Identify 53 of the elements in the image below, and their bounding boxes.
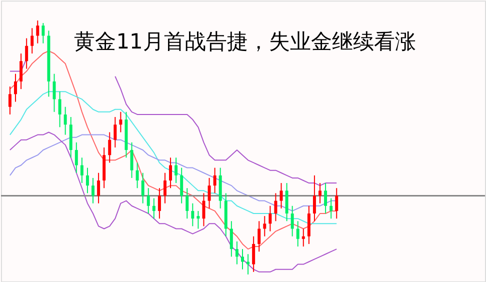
candlestick [20, 53, 23, 90]
candlestick [180, 167, 184, 204]
candlestick [307, 205, 310, 244]
candlestick [230, 220, 233, 258]
chart-title: 黄金11月首战告捷，失业金继续看涨 [74, 29, 416, 54]
candlestick [14, 73, 17, 102]
candlestick [80, 157, 84, 184]
candlestick [58, 91, 62, 128]
candlestick [74, 142, 78, 174]
candlestick [252, 236, 256, 272]
candlestick [263, 216, 266, 237]
candlestick [285, 182, 288, 222]
candlestick [163, 172, 166, 204]
candlestick [174, 157, 178, 184]
candlestick [152, 198, 156, 220]
candlestick [208, 177, 211, 209]
candlestick [202, 192, 206, 227]
candlestick [64, 106, 67, 136]
candlestick [318, 182, 322, 204]
candlestick [146, 188, 150, 214]
candlestick [246, 254, 250, 275]
candlestick [274, 192, 278, 222]
candlestick [302, 228, 305, 248]
candlestick [186, 188, 189, 220]
candlestick [312, 174, 316, 222]
candlestick [213, 167, 216, 194]
candlestick [169, 157, 172, 189]
candlestick [324, 182, 328, 214]
candlestick [25, 38, 28, 70]
candlestick [191, 202, 194, 227]
candlestick [268, 205, 272, 232]
candlestick [36, 20, 40, 44]
candlestick [330, 198, 333, 220]
candlestick [335, 188, 338, 220]
candlestick [119, 111, 122, 133]
candlestick [158, 188, 161, 220]
candlestick [92, 177, 94, 204]
candlestick [136, 162, 139, 189]
candlestick [86, 167, 89, 194]
candlestick [8, 86, 12, 115]
candlestick [258, 220, 261, 252]
candlestick [141, 172, 144, 204]
candlestick [241, 248, 244, 270]
candlestick [235, 240, 238, 265]
candlestick [196, 210, 200, 230]
candlestick [114, 116, 117, 148]
candlestick [97, 172, 100, 204]
candlestick [130, 142, 134, 178]
candlestick [42, 22, 45, 44]
candlestick [108, 132, 112, 164]
candlestick [290, 205, 294, 237]
candlestick [296, 220, 300, 248]
candlestick [30, 28, 34, 54]
